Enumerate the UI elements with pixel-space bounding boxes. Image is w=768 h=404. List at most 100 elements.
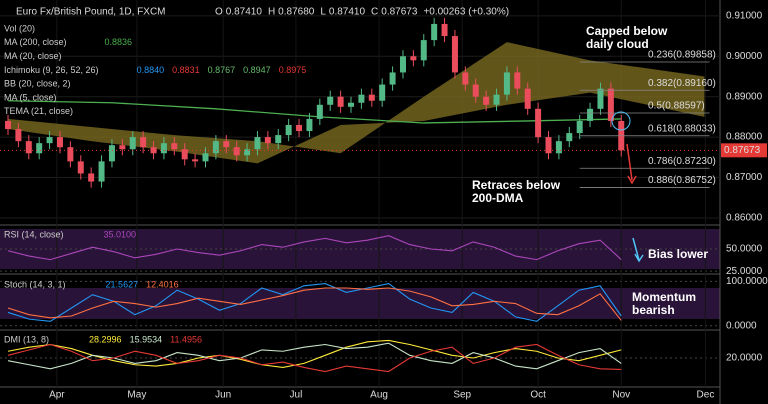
- arrow-head: [627, 175, 637, 185]
- candle-body: [98, 161, 105, 182]
- candle-body: [160, 143, 167, 154]
- x-tick-label: Oct: [530, 390, 546, 401]
- y-tick-label: 20.0000: [726, 353, 763, 364]
- indicator-name: MA (20, close): [4, 51, 62, 61]
- annotation: 200-DMA: [472, 191, 524, 205]
- candle-body: [389, 72, 396, 85]
- x-tick-label: Aug: [370, 390, 388, 401]
- indicator-value: 0.8831: [172, 65, 200, 75]
- y-tick-label: 0.87000: [726, 172, 763, 183]
- candle-body: [431, 23, 438, 41]
- candle-body: [212, 141, 219, 154]
- ohlc-label: L: [320, 7, 326, 18]
- indicator-line: [7, 339, 622, 369]
- candle-body: [67, 147, 74, 162]
- candle-body: [483, 96, 490, 105]
- indicator-line: [7, 343, 622, 373]
- candle-body: [566, 133, 573, 142]
- x-tick-label: Dec: [697, 390, 715, 401]
- indicator-value: 0.8975: [279, 65, 307, 75]
- candle-body: [451, 36, 458, 73]
- pane-title: Stoch (14, 3, 1): [4, 279, 66, 289]
- ohlc-value: 0.87673: [381, 7, 418, 18]
- highlight-circle: [611, 111, 631, 131]
- y-tick-label: 0.89000: [726, 91, 763, 102]
- candle-body: [441, 23, 448, 37]
- arrow: [632, 237, 644, 263]
- annotation: Retraces below: [472, 178, 561, 192]
- candle-body: [410, 56, 417, 61]
- x-tick-label: Apr: [49, 390, 65, 401]
- candle-body: [36, 143, 43, 154]
- y-tick-label: 0.91000: [726, 11, 763, 22]
- candle-body: [597, 88, 604, 109]
- pane-title: RSI (14, close): [4, 229, 64, 239]
- candle-body: [368, 94, 375, 101]
- indicator-value: 0.8947: [243, 65, 271, 75]
- candle-body: [46, 137, 53, 144]
- indicator-name: MA (5, close): [4, 92, 57, 102]
- candle-body: [88, 173, 95, 182]
- annotation: Momentum: [632, 290, 696, 304]
- candle-body: [379, 84, 386, 101]
- indicator-line: [7, 282, 622, 322]
- candle-body: [348, 102, 355, 107]
- candle-body: [171, 143, 178, 150]
- annotation: Capped below: [586, 24, 668, 38]
- ohlc-value: 0.87410: [329, 7, 366, 18]
- chart-title: Euro Fx/British Pound, 1D, FXCM: [16, 7, 166, 18]
- candle-body: [202, 153, 209, 162]
- candle-body: [503, 72, 510, 95]
- fib-label: 0.382(0.89160): [648, 78, 716, 89]
- last-price-label: 0.87673: [724, 145, 761, 156]
- candle-body: [223, 141, 230, 148]
- candle-body: [555, 141, 562, 154]
- candle-body: [576, 120, 583, 134]
- indicator-line: [7, 235, 622, 261]
- x-tick-label: Nov: [612, 390, 630, 401]
- readout: 21.5627: [106, 279, 139, 289]
- ichimoku-cloud: [8, 42, 705, 164]
- candle-body: [181, 149, 188, 160]
- indicator-line: [7, 287, 622, 321]
- fib-label: 0.236(0.89858): [648, 50, 716, 61]
- candle-body: [129, 137, 136, 150]
- fib-label: 0.886(0.86752): [648, 175, 716, 186]
- stoch-band: [0, 288, 720, 319]
- readout: 28.2996: [89, 334, 122, 344]
- candle-body: [296, 124, 303, 132]
- readout: 11.4956: [170, 334, 202, 344]
- candle-body: [493, 94, 500, 105]
- candle-body: [535, 108, 542, 138]
- ohlc-value: 0.87680: [278, 7, 315, 18]
- candle-body: [472, 84, 479, 97]
- arrow: [626, 143, 633, 181]
- candle-body: [316, 104, 323, 119]
- y-tick-label: 25.0000: [726, 266, 763, 277]
- candle-body: [420, 40, 427, 61]
- y-tick-label: 100.0000: [726, 276, 768, 287]
- readout: 35.0100: [104, 229, 137, 239]
- candle-body: [5, 120, 12, 130]
- ohlc-value: 0.87410: [226, 7, 263, 18]
- y-tick-label: 0.88000: [726, 132, 763, 143]
- ohlc-label: C: [371, 7, 378, 18]
- ohlc-label: H: [268, 7, 275, 18]
- readout: 15.9534: [130, 334, 163, 344]
- candle-body: [15, 129, 22, 142]
- candle-body: [56, 137, 63, 148]
- y-tick-label: 0.90000: [726, 51, 763, 62]
- candle-body: [233, 147, 240, 156]
- candle-body: [358, 94, 365, 103]
- x-tick-label: May: [127, 390, 146, 401]
- candle-body: [119, 145, 126, 150]
- candle-body: [327, 96, 334, 105]
- readout: 12.4016: [146, 279, 179, 289]
- candle-body: [587, 108, 594, 121]
- pane-title: DMI (13, 8): [4, 334, 49, 344]
- candle-body: [524, 88, 531, 109]
- ohlc-label: +0.00263 (+0.30%): [423, 7, 509, 18]
